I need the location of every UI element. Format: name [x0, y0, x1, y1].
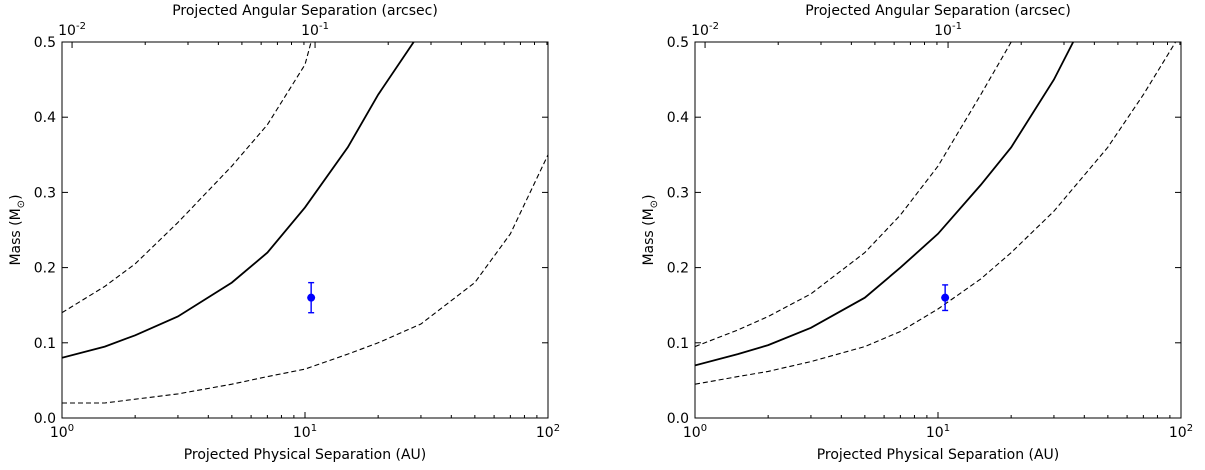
axes-frame	[61, 41, 549, 419]
solid-curve	[62, 42, 415, 359]
top-tick-label: 10-1	[301, 21, 329, 39]
dashed-curve-1	[695, 42, 1012, 348]
data-point	[941, 293, 950, 302]
x-tick-label: 100	[50, 423, 74, 441]
x-tick-label: 101	[293, 423, 317, 441]
y-tick-label: 0.5	[34, 35, 56, 51]
chart-panel-2: 0.0 0.1 0.2 0.3 0.4 0.5 100 101 102 10-2 10-1 Proje…	[641, 3, 1193, 463]
y-tick-label: 0.4	[34, 110, 56, 126]
x-tick-label: 101	[926, 423, 950, 441]
y-tick-label: 0.2	[667, 261, 689, 277]
x-tick-label: 102	[1169, 423, 1193, 441]
y-axis-label: Mass (M⊙)	[641, 194, 660, 265]
dashed-curve-1	[62, 42, 312, 314]
y-tick-label: 0.2	[34, 261, 56, 277]
x-tick-label: 100	[683, 423, 707, 441]
solid-curve	[695, 42, 1075, 367]
y-tick-label: 0.1	[667, 336, 689, 352]
y-tick-label: 0.1	[34, 336, 56, 352]
top-tick-label: 10-2	[58, 21, 86, 39]
x-axis-label: Projected Physical Separation (AU)	[184, 447, 427, 463]
y-tick-label: 0.3	[667, 185, 689, 201]
y-axis-label: Mass (M⊙)	[8, 194, 27, 265]
chart-panel-1: 0.0 0.1 0.2 0.3 0.4 0.5 100 101 102 10-2 10-1 Proje…	[8, 3, 560, 463]
y-tick-label: 0.0	[667, 411, 689, 427]
axes-frame	[694, 41, 1182, 419]
top-tick-label: 10-2	[691, 21, 719, 39]
x-tick-label: 102	[536, 423, 560, 441]
dashed-curve-2	[695, 42, 1177, 385]
x-axis-label: Projected Physical Separation (AU)	[817, 447, 1060, 463]
y-tick-label: 0.5	[667, 35, 689, 51]
top-x-axis-label: Projected Angular Separation (arcsec)	[172, 3, 438, 19]
y-tick-label: 0.4	[667, 110, 689, 126]
dashed-curve-2	[62, 154, 548, 404]
top-x-axis-label: Projected Angular Separation (arcsec)	[805, 3, 1071, 19]
top-tick-label: 10-1	[934, 21, 962, 39]
y-tick-label: 0.3	[34, 185, 56, 201]
data-point	[307, 293, 316, 302]
y-tick-label: 0.0	[34, 411, 56, 427]
